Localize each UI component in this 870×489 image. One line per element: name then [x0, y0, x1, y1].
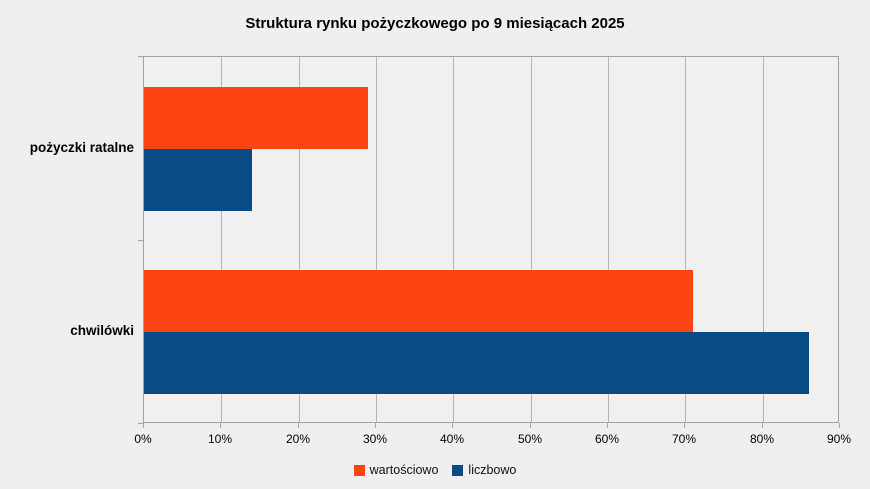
x-tick-label: 10%: [207, 432, 233, 446]
x-axis-tick: [375, 423, 376, 428]
gridline: [376, 57, 377, 422]
gridline: [453, 57, 454, 422]
x-axis-tick: [298, 423, 299, 428]
x-tick-label: 20%: [285, 432, 311, 446]
gridline: [531, 57, 532, 422]
y-axis-tick: [138, 56, 143, 57]
gridline: [685, 57, 686, 422]
bar-wartościowo: [144, 87, 368, 149]
bar-liczbowo: [144, 332, 809, 394]
plot-area: [143, 56, 839, 423]
gridline: [299, 57, 300, 422]
x-tick-label: 80%: [749, 432, 775, 446]
gridline: [608, 57, 609, 422]
x-axis-tick: [220, 423, 221, 428]
legend-swatch: [452, 464, 464, 476]
y-axis-tick: [138, 423, 143, 424]
x-axis-tick: [762, 423, 763, 428]
x-axis-tick: [452, 423, 453, 428]
legend-swatch: [353, 464, 365, 476]
x-axis-tick: [607, 423, 608, 428]
x-tick-label: 0%: [134, 432, 152, 446]
legend-item-wartościowo: wartościowo: [353, 463, 439, 477]
chart-title: Struktura rynku pożyczkowego po 9 miesią…: [245, 15, 625, 32]
legend: wartościowo liczbowo: [0, 463, 870, 477]
bar-wartościowo: [144, 270, 693, 332]
category-label: pożyczki ratalne: [29, 140, 134, 155]
legend-label: wartościowo: [369, 463, 439, 477]
x-axis-tick: [839, 423, 840, 428]
x-axis-tick: [143, 423, 144, 428]
legend-item-liczbowo: liczbowo: [452, 463, 516, 477]
y-axis-tick: [138, 240, 143, 241]
legend-label: liczbowo: [468, 463, 517, 477]
x-tick-label: 30%: [362, 432, 388, 446]
gridline: [221, 57, 222, 422]
x-tick-label: 40%: [439, 432, 465, 446]
bar-liczbowo: [144, 149, 252, 211]
category-label: chwilówki: [70, 323, 134, 338]
gridline: [763, 57, 764, 422]
x-tick-label: 90%: [826, 432, 852, 446]
x-tick-label: 60%: [594, 432, 620, 446]
x-axis-tick: [684, 423, 685, 428]
x-axis-tick: [530, 423, 531, 428]
x-tick-label: 50%: [517, 432, 543, 446]
x-tick-label: 70%: [671, 432, 697, 446]
